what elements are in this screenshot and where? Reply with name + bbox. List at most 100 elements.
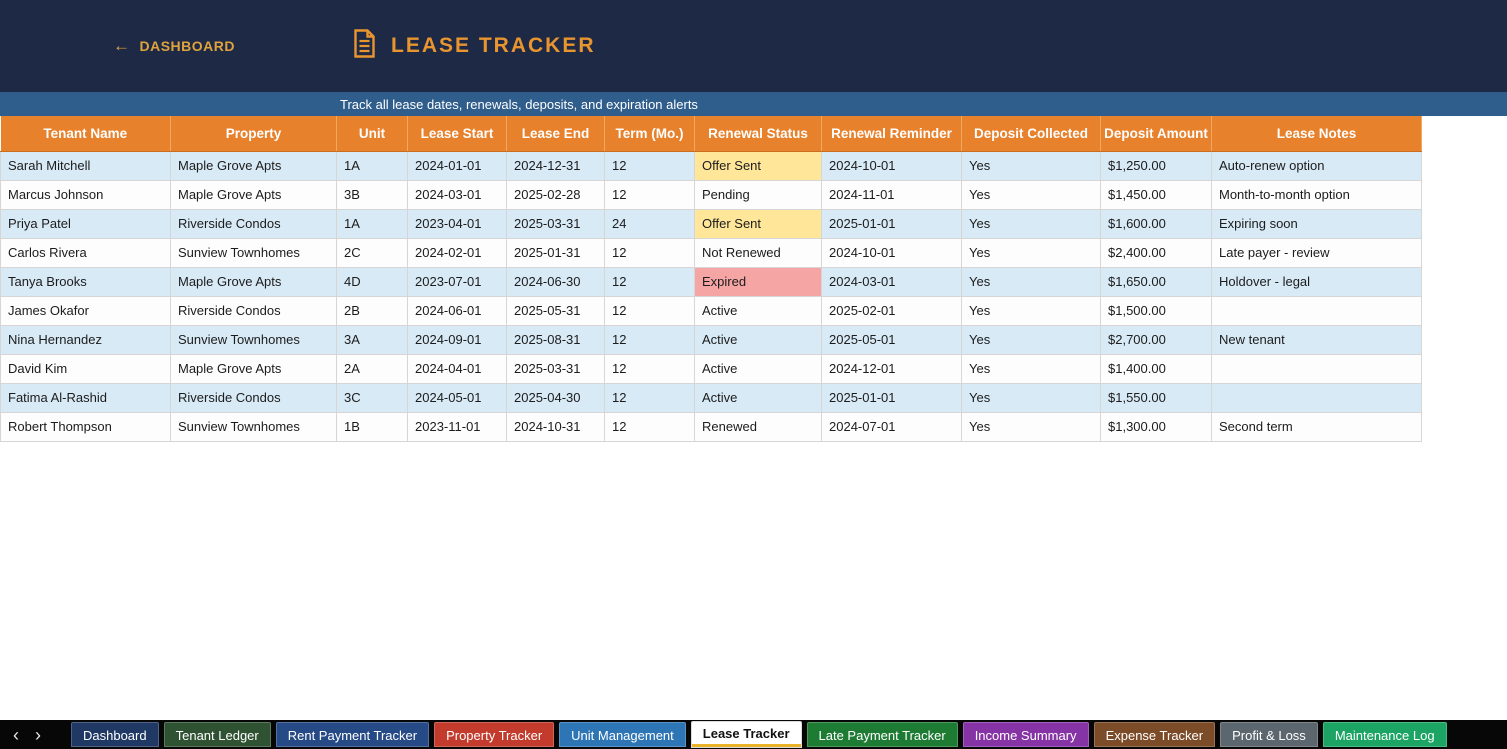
table-cell[interactable]: Yes	[961, 353, 1101, 384]
table-cell[interactable]: 12	[604, 150, 695, 181]
table-cell[interactable]: Yes	[961, 382, 1101, 413]
table-cell[interactable]: 2023-04-01	[407, 208, 507, 239]
table-cell[interactable]: Expiring soon	[1211, 208, 1422, 239]
table-cell[interactable]: 2025-08-31	[506, 324, 605, 355]
table-cell[interactable]: 3A	[336, 324, 408, 355]
sheet-tab-unit-management[interactable]: Unit Management	[559, 722, 686, 747]
sheet-tab-profit-loss[interactable]: Profit & Loss	[1220, 722, 1318, 747]
table-cell[interactable]: $1,600.00	[1100, 208, 1212, 239]
table-cell[interactable]: 2024-01-01	[407, 150, 507, 181]
table-cell[interactable]: 12	[604, 382, 695, 413]
table-cell[interactable]: Active	[694, 382, 822, 413]
column-header[interactable]: Term (Mo.)	[604, 116, 695, 152]
table-cell[interactable]: 2025-02-01	[821, 295, 962, 326]
table-cell[interactable]: 12	[604, 295, 695, 326]
table-cell[interactable]: Marcus Johnson	[0, 179, 171, 210]
table-cell[interactable]: 2023-11-01	[407, 411, 507, 442]
table-cell[interactable]: $1,550.00	[1100, 382, 1212, 413]
table-cell[interactable]: 12	[604, 353, 695, 384]
table-cell[interactable]: 2025-01-01	[821, 208, 962, 239]
table-cell[interactable]: 12	[604, 237, 695, 268]
table-cell[interactable]: Auto-renew option	[1211, 150, 1422, 181]
table-cell[interactable]	[1211, 353, 1422, 384]
table-cell[interactable]: 1A	[336, 150, 408, 181]
table-cell[interactable]: Expired	[694, 266, 822, 297]
table-cell[interactable]: Riverside Condos	[170, 208, 337, 239]
table-cell[interactable]: 2025-02-28	[506, 179, 605, 210]
table-cell[interactable]: Active	[694, 353, 822, 384]
table-cell[interactable]: Month-to-month option	[1211, 179, 1422, 210]
table-cell[interactable]: Yes	[961, 179, 1101, 210]
table-cell[interactable]: 2024-11-01	[821, 179, 962, 210]
table-cell[interactable]: 2024-09-01	[407, 324, 507, 355]
column-header[interactable]: Renewal Reminder	[821, 116, 962, 152]
table-cell[interactable]: $1,250.00	[1100, 150, 1212, 181]
column-header[interactable]: Lease Start	[407, 116, 507, 152]
table-cell[interactable]: 3B	[336, 179, 408, 210]
table-cell[interactable]: Yes	[961, 295, 1101, 326]
table-cell[interactable]: Fatima Al-Rashid	[0, 382, 171, 413]
table-cell[interactable]: David Kim	[0, 353, 171, 384]
table-cell[interactable]: $1,450.00	[1100, 179, 1212, 210]
table-cell[interactable]: Sunview Townhomes	[170, 237, 337, 268]
table-cell[interactable]: Maple Grove Apts	[170, 150, 337, 181]
table-cell[interactable]: 2024-05-01	[407, 382, 507, 413]
table-cell[interactable]: $1,400.00	[1100, 353, 1212, 384]
table-cell[interactable]: 2025-04-30	[506, 382, 605, 413]
table-cell[interactable]: New tenant	[1211, 324, 1422, 355]
table-cell[interactable]: 2024-06-01	[407, 295, 507, 326]
table-cell[interactable]: James Okafor	[0, 295, 171, 326]
table-cell[interactable]: 2024-10-01	[821, 150, 962, 181]
table-cell[interactable]: 12	[604, 179, 695, 210]
table-cell[interactable]: Sunview Townhomes	[170, 411, 337, 442]
table-cell[interactable]: Yes	[961, 324, 1101, 355]
table-cell[interactable]: 2024-07-01	[821, 411, 962, 442]
sheet-tab-lease-tracker[interactable]: Lease Tracker	[690, 721, 802, 748]
column-header[interactable]: Tenant Name	[0, 116, 171, 152]
table-cell[interactable]: Second term	[1211, 411, 1422, 442]
sheet-tab-late-payment-tracker[interactable]: Late Payment Tracker	[806, 722, 958, 747]
table-cell[interactable]: Offer Sent	[694, 150, 822, 181]
scroll-tabs-left-button[interactable]: ‹	[13, 724, 19, 745]
table-cell[interactable]: Sarah Mitchell	[0, 150, 171, 181]
column-header[interactable]: Lease End	[506, 116, 605, 152]
table-cell[interactable]: 2023-07-01	[407, 266, 507, 297]
column-header[interactable]: Property	[170, 116, 337, 152]
column-header[interactable]: Deposit Amount	[1100, 116, 1212, 152]
table-cell[interactable]: Riverside Condos	[170, 382, 337, 413]
sheet-tab-tenant-ledger[interactable]: Tenant Ledger	[163, 722, 271, 747]
column-header[interactable]: Deposit Collected	[961, 116, 1101, 152]
table-cell[interactable]: 12	[604, 411, 695, 442]
column-header[interactable]: Unit	[336, 116, 408, 152]
scroll-tabs-right-button[interactable]: ›	[35, 724, 41, 745]
table-cell[interactable]: Yes	[961, 266, 1101, 297]
sheet-tab-dashboard[interactable]: Dashboard	[71, 722, 159, 747]
table-cell[interactable]: Yes	[961, 237, 1101, 268]
table-cell[interactable]: Robert Thompson	[0, 411, 171, 442]
sheet-tab-property-tracker[interactable]: Property Tracker	[434, 722, 555, 747]
table-cell[interactable]: Maple Grove Apts	[170, 179, 337, 210]
dashboard-back-link[interactable]: ← DASHBOARD	[113, 37, 235, 54]
table-cell[interactable]: 12	[604, 266, 695, 297]
table-cell[interactable]: 2C	[336, 237, 408, 268]
table-cell[interactable]: 2024-06-30	[506, 266, 605, 297]
table-cell[interactable]: 2025-01-31	[506, 237, 605, 268]
column-header[interactable]: Lease Notes	[1211, 116, 1422, 152]
table-cell[interactable]: 2024-03-01	[407, 179, 507, 210]
table-cell[interactable]: 2024-10-01	[821, 237, 962, 268]
table-cell[interactable]: Sunview Townhomes	[170, 324, 337, 355]
table-cell[interactable]: 2025-05-31	[506, 295, 605, 326]
table-cell[interactable]: 2025-05-01	[821, 324, 962, 355]
table-cell[interactable]: $2,700.00	[1100, 324, 1212, 355]
table-cell[interactable]: 1B	[336, 411, 408, 442]
table-cell[interactable]: 2A	[336, 353, 408, 384]
table-cell[interactable]: 2025-03-31	[506, 353, 605, 384]
table-cell[interactable]: Yes	[961, 411, 1101, 442]
sheet-tab-income-summary[interactable]: Income Summary	[962, 722, 1089, 747]
sheet-tab-expense-tracker[interactable]: Expense Tracker	[1093, 722, 1216, 747]
table-cell[interactable]: Active	[694, 295, 822, 326]
table-cell[interactable]: $1,650.00	[1100, 266, 1212, 297]
table-cell[interactable]: Not Renewed	[694, 237, 822, 268]
table-cell[interactable]: Offer Sent	[694, 208, 822, 239]
table-cell[interactable]: 1A	[336, 208, 408, 239]
